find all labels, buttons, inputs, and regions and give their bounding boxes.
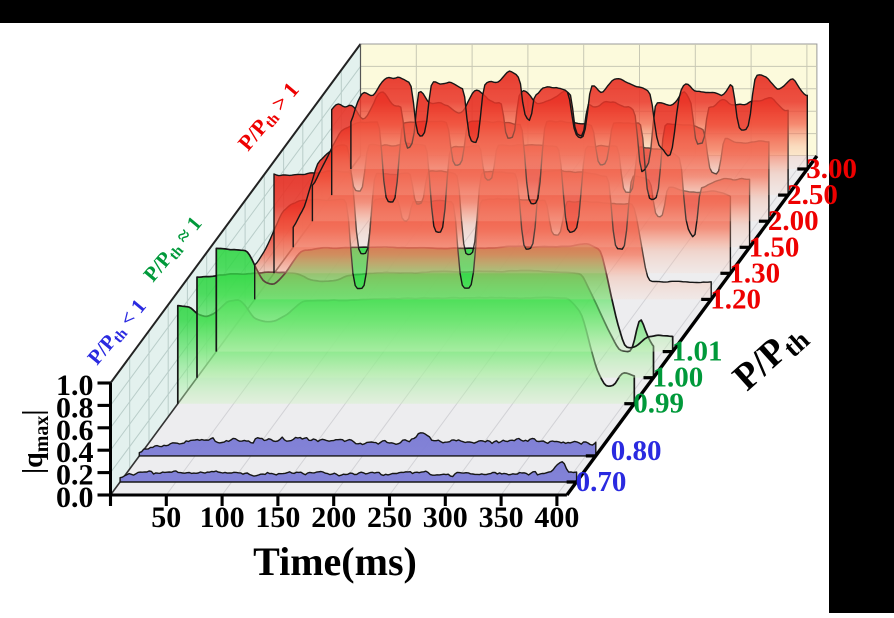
svg-text:1.01: 1.01 [672, 336, 723, 368]
svg-text:0.70: 0.70 [576, 466, 627, 498]
svg-text:2.50: 2.50 [787, 179, 838, 211]
svg-text:0.2: 0.2 [56, 459, 94, 492]
svg-text:0.8: 0.8 [56, 391, 94, 424]
svg-text:0.99: 0.99 [633, 388, 684, 420]
svg-text:1.0: 1.0 [56, 369, 94, 402]
svg-text:0.6: 0.6 [56, 414, 94, 447]
svg-text:150: 150 [255, 501, 300, 534]
svg-text:0.0: 0.0 [56, 481, 94, 514]
svg-text:400: 400 [534, 501, 579, 534]
svg-text:1.50: 1.50 [749, 231, 800, 263]
svg-text:200: 200 [311, 501, 356, 534]
svg-text:250: 250 [367, 501, 412, 534]
svg-text:1.00: 1.00 [653, 362, 704, 394]
svg-text:1.20: 1.20 [710, 283, 761, 315]
svg-text:0.4: 0.4 [56, 436, 94, 469]
svg-text:3.00: 3.00 [806, 153, 857, 185]
svg-text:100: 100 [200, 501, 245, 534]
svg-text:300: 300 [423, 501, 468, 534]
svg-text:2.00: 2.00 [768, 205, 819, 237]
svg-text:0.80: 0.80 [611, 435, 662, 467]
svg-text:350: 350 [479, 501, 524, 534]
svg-text:50: 50 [151, 501, 181, 534]
svg-text:1.30: 1.30 [729, 257, 780, 289]
svg-text:Time(ms): Time(ms) [253, 539, 417, 584]
